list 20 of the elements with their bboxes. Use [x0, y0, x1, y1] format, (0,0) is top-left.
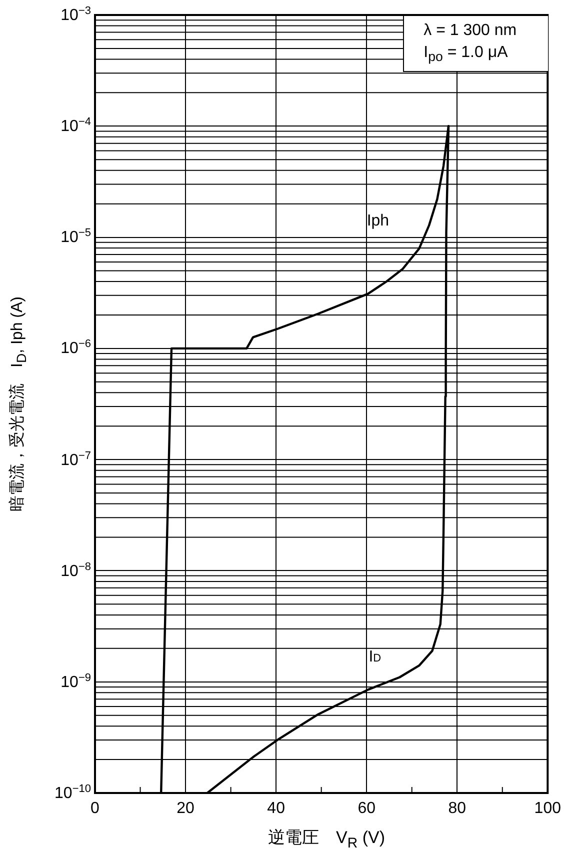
y-tick-label: 10$^{−3}$ [60, 4, 91, 26]
y-tick-label: 10$^{−4}$ [60, 116, 91, 136]
series-label: ID [368, 648, 382, 666]
y-tick-label: 10$^{−8}$ [60, 560, 91, 581]
x-tick-label: 40 [267, 800, 286, 818]
annotation: λ = 1 300 nm [424, 21, 518, 41]
x-tick-label: 100 [534, 800, 562, 818]
x-tick-label: 0 [90, 800, 100, 818]
x-axis-title: 逆電圧 V$_{R}$ (V) [267, 827, 386, 852]
note-box: λ = 1 300 nm I$_{po}$ = 1.0 μA [402, 16, 548, 72]
y-tick-label: 10$^{−6}$ [60, 338, 91, 359]
y-tick-label: 10$^{−10}$ [54, 782, 91, 804]
y-tick-label: 10$^{−7}$ [60, 449, 91, 470]
x-tick-label: 60 [358, 800, 376, 818]
y-tick-label: 10$^{−9}$ [60, 672, 91, 692]
x-tick-label: 80 [448, 800, 466, 818]
x-tick-label: 20 [176, 800, 195, 818]
y-tick-label: 10$^{−5}$ [60, 227, 91, 248]
text: Iph [366, 212, 390, 230]
annotation: I$_{po}$ = 1.0 μA [424, 43, 509, 66]
